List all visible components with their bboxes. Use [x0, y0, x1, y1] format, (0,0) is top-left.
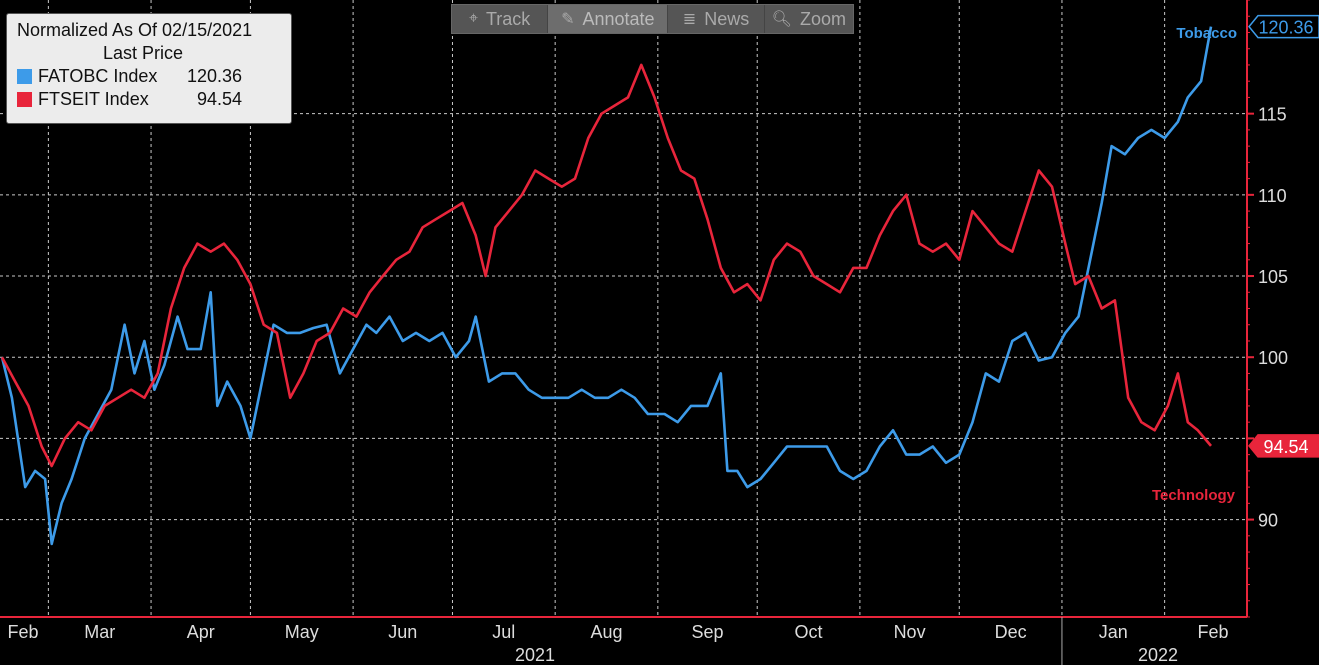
track-button[interactable]: ⌖ Track: [452, 5, 549, 33]
legend-swatch-fatobc: [17, 69, 32, 84]
x-tick-label: Aug: [590, 622, 622, 642]
y-tick-label: 105: [1258, 267, 1288, 287]
x-year-label: 2021: [515, 645, 555, 665]
legend-name: FTSEIT Index: [38, 89, 149, 109]
x-tick-label: Sep: [692, 622, 724, 642]
legend-swatch-ftseit: [17, 92, 32, 107]
y-tick-label: 100: [1258, 348, 1288, 368]
news-button[interactable]: ≣ News: [668, 5, 765, 33]
annotate-button[interactable]: ✎ Annotate: [548, 5, 669, 33]
axes: 90 100 105 110 115 Feb Mar Apr May Jun Jul Aug Sep Oc…: [0, 0, 1288, 665]
series-line-fatobc: [0, 26, 1213, 546]
legend-entry: FTSEIT Index 94.54: [17, 88, 281, 111]
y-tick-label: 110: [1258, 186, 1287, 206]
news-icon: ≣: [682, 11, 697, 28]
zoom-button[interactable]: 🔍︎ Zoom: [765, 5, 853, 33]
last-value-tag: [1248, 14, 1319, 39]
last-value-tag: [1248, 434, 1319, 458]
x-tick-label: Feb: [1197, 622, 1228, 642]
legend-value: 94.54: [196, 89, 242, 109]
y-tick-label: 90: [1258, 511, 1278, 531]
legend-value: 120.36: [186, 66, 242, 86]
magnifier-icon: 🔍︎: [771, 11, 792, 28]
track-label: Track: [485, 8, 531, 29]
series-lines: Tobacco Technology: [0, 25, 1237, 546]
legend-subtitle: Last Price: [103, 43, 184, 63]
news-label: News: [704, 8, 750, 29]
legend: Normalized As Of 02/15/2021 Last Price F…: [6, 13, 292, 124]
legend-title: Normalized As Of 02/15/2021: [17, 20, 253, 40]
x-tick-label: Dec: [995, 622, 1027, 642]
x-tick-label: Jun: [388, 622, 417, 642]
last-value-markers: 120.36 94.54: [1248, 14, 1319, 458]
x-year-label: 2022: [1138, 645, 1178, 665]
zoom-label: Zoom: [799, 8, 846, 29]
crosshair-icon: ⌖: [468, 10, 478, 27]
pencil-icon: ✎: [561, 11, 575, 28]
annotate-label: Annotate: [582, 8, 655, 29]
x-tick-label: Oct: [795, 622, 823, 642]
x-tick-label: Nov: [894, 622, 926, 642]
x-tick-label: Feb: [7, 622, 38, 642]
y-tick-label: 115: [1258, 105, 1287, 125]
last-value-label: 120.36: [1258, 18, 1313, 38]
legend-name: FATOBC Index: [38, 66, 158, 86]
series-line-ftseit: [0, 63, 1212, 468]
chart-toolbar: ⌖ Track ✎ Annotate ≣ News 🔍︎ Zoom: [451, 4, 854, 34]
series-label-tobacco: Tobacco: [1176, 25, 1237, 42]
x-tick-label: Jul: [492, 622, 515, 642]
series-label-technology: Technology: [1152, 487, 1236, 504]
last-value-label: 94.54: [1263, 437, 1308, 457]
x-tick-label: Apr: [187, 622, 215, 642]
x-tick-label: Jan: [1099, 622, 1128, 642]
x-tick-label: Mar: [84, 622, 115, 642]
x-tick-label: May: [285, 622, 319, 642]
legend-entry: FATOBC Index 120.36: [17, 65, 281, 88]
